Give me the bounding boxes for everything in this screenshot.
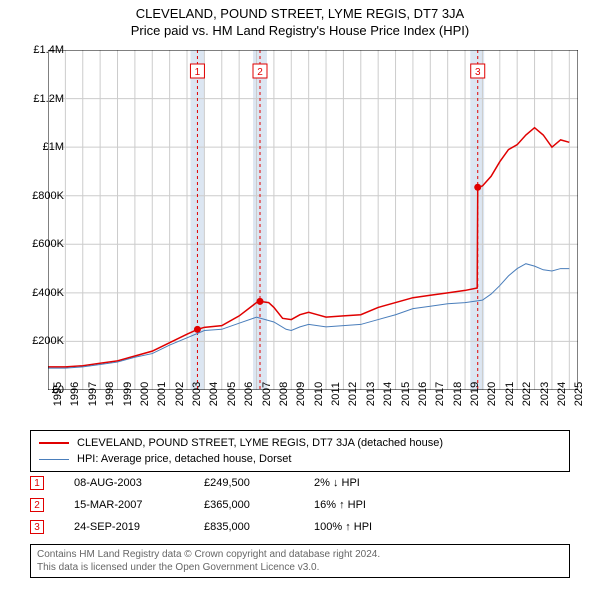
sale-date: 15-MAR-2007 bbox=[74, 499, 204, 511]
x-tick-label: 1997 bbox=[87, 382, 99, 406]
legend-swatch bbox=[39, 459, 69, 460]
x-tick-label: 2023 bbox=[539, 382, 551, 406]
sale-marker: 2 bbox=[30, 498, 44, 512]
x-tick-label: 2024 bbox=[556, 382, 568, 406]
legend: CLEVELAND, POUND STREET, LYME REGIS, DT7… bbox=[30, 430, 570, 472]
x-tick-label: 2008 bbox=[278, 382, 290, 406]
x-tick-label: 2007 bbox=[261, 382, 273, 406]
sale-row: 2 15-MAR-2007£365,00016% ↑ HPI bbox=[30, 494, 570, 516]
chart-plot: 1 2 3 bbox=[48, 50, 578, 390]
legend-swatch bbox=[39, 442, 69, 444]
svg-text:3: 3 bbox=[475, 67, 481, 78]
sale-price: £365,000 bbox=[204, 499, 314, 511]
x-tick-label: 2002 bbox=[174, 382, 186, 406]
sale-delta: 100% ↑ HPI bbox=[314, 521, 434, 533]
sale-marker: 3 bbox=[30, 520, 44, 534]
sales-table: 1 08-AUG-2003£249,5002% ↓ HPI 2 15-MAR-2007… bbox=[30, 472, 570, 538]
x-tick-label: 2013 bbox=[365, 382, 377, 406]
attribution-line: This data is licensed under the Open Gov… bbox=[37, 561, 563, 574]
x-tick-label: 2000 bbox=[139, 382, 151, 406]
chart-title: CLEVELAND, POUND STREET, LYME REGIS, DT7… bbox=[0, 6, 600, 21]
x-tick-label: 2009 bbox=[295, 382, 307, 406]
x-tick-label: 2010 bbox=[313, 382, 325, 406]
y-tick-label: £1.2M bbox=[33, 93, 64, 105]
x-tick-label: 2015 bbox=[400, 382, 412, 406]
sale-marker: 1 bbox=[30, 476, 44, 490]
y-tick-label: £200K bbox=[32, 335, 64, 347]
x-tick-label: 2022 bbox=[521, 382, 533, 406]
sale-delta: 2% ↓ HPI bbox=[314, 477, 434, 489]
svg-text:2: 2 bbox=[257, 67, 263, 78]
y-tick-label: £1.4M bbox=[33, 44, 64, 56]
chart-container: CLEVELAND, POUND STREET, LYME REGIS, DT7… bbox=[0, 0, 600, 590]
x-tick-label: 2016 bbox=[417, 382, 429, 406]
y-tick-label: £1M bbox=[43, 141, 64, 153]
sale-row: 3 24-SEP-2019£835,000100% ↑ HPI bbox=[30, 516, 570, 538]
x-tick-label: 2011 bbox=[330, 382, 342, 406]
sale-price: £835,000 bbox=[204, 521, 314, 533]
x-tick-label: 2025 bbox=[573, 382, 585, 406]
chart-subtitle: Price paid vs. HM Land Registry's House … bbox=[0, 23, 600, 38]
y-tick-label: £800K bbox=[32, 190, 64, 202]
x-tick-label: 2019 bbox=[469, 382, 481, 406]
x-tick-label: 2012 bbox=[347, 382, 359, 406]
x-tick-label: 2014 bbox=[382, 382, 394, 406]
sale-price: £249,500 bbox=[204, 477, 314, 489]
x-tick-label: 2020 bbox=[486, 382, 498, 406]
chart-titles: CLEVELAND, POUND STREET, LYME REGIS, DT7… bbox=[0, 0, 600, 38]
sale-date: 08-AUG-2003 bbox=[74, 477, 204, 489]
sale-delta: 16% ↑ HPI bbox=[314, 499, 434, 511]
attribution: Contains HM Land Registry data © Crown c… bbox=[30, 544, 570, 578]
x-tick-label: 2003 bbox=[191, 382, 203, 406]
x-tick-label: 2021 bbox=[504, 382, 516, 406]
legend-label: CLEVELAND, POUND STREET, LYME REGIS, DT7… bbox=[77, 437, 443, 449]
svg-text:1: 1 bbox=[195, 67, 201, 78]
legend-item: CLEVELAND, POUND STREET, LYME REGIS, DT7… bbox=[39, 435, 561, 451]
legend-item: HPI: Average price, detached house, Dors… bbox=[39, 451, 561, 467]
x-tick-label: 2018 bbox=[452, 382, 464, 406]
x-tick-label: 2001 bbox=[156, 382, 168, 406]
sale-row: 1 08-AUG-2003£249,5002% ↓ HPI bbox=[30, 472, 570, 494]
x-tick-label: 1999 bbox=[122, 382, 134, 406]
x-tick-label: 2004 bbox=[208, 382, 220, 406]
legend-label: HPI: Average price, detached house, Dors… bbox=[77, 453, 291, 465]
x-tick-label: 2006 bbox=[243, 382, 255, 406]
sale-date: 24-SEP-2019 bbox=[74, 521, 204, 533]
x-tick-label: 1998 bbox=[104, 382, 116, 406]
attribution-line: Contains HM Land Registry data © Crown c… bbox=[37, 548, 563, 561]
x-tick-label: 1995 bbox=[52, 382, 64, 406]
x-tick-label: 1996 bbox=[69, 382, 81, 406]
x-tick-label: 2017 bbox=[434, 382, 446, 406]
y-tick-label: £400K bbox=[32, 287, 64, 299]
x-tick-label: 2005 bbox=[226, 382, 238, 406]
y-tick-label: £600K bbox=[32, 238, 64, 250]
